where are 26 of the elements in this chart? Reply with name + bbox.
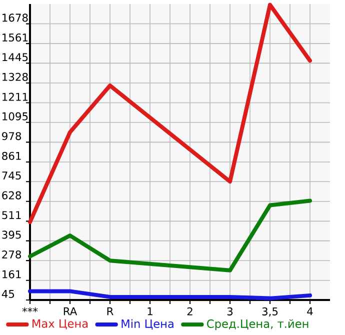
y-tick-label: 511 (2, 211, 21, 220)
x-tick-label: 2 (187, 307, 192, 316)
y-tick-label: 1678 (2, 14, 28, 22)
legend-label: Max Цена (32, 319, 88, 330)
x-tick-label: 3 (227, 307, 233, 316)
y-tick-label: 628 (2, 191, 22, 200)
y-tick-label: 395 (2, 230, 21, 239)
y-tick-label: 1095 (2, 112, 28, 120)
legend-label: Min Цена (122, 319, 174, 330)
x-tick-label: 3,5 (262, 307, 278, 317)
y-tick-label: 1328 (2, 72, 28, 81)
x-tick-label: 1 (148, 307, 152, 316)
y-tick-label: 1211 (2, 92, 28, 101)
y-tick-label: 978 (2, 132, 22, 140)
y-tick-label: 1561 (2, 33, 28, 42)
x-tick-label: *** (22, 307, 38, 312)
x-tick-label: 4 (307, 307, 313, 316)
y-tick-label: 45 (2, 290, 14, 298)
y-tick-label: 861 (2, 152, 21, 160)
y-tick-label: 278 (2, 250, 22, 259)
y-tick-label: 745 (2, 172, 21, 180)
y-tick-label: 1445 (2, 53, 28, 62)
x-tick-label: RA (64, 307, 78, 316)
y-tick-label: 161 (2, 270, 21, 278)
x-tick-label: R (107, 307, 114, 316)
legend-label: Сред.Цена, т.йен (207, 319, 308, 330)
